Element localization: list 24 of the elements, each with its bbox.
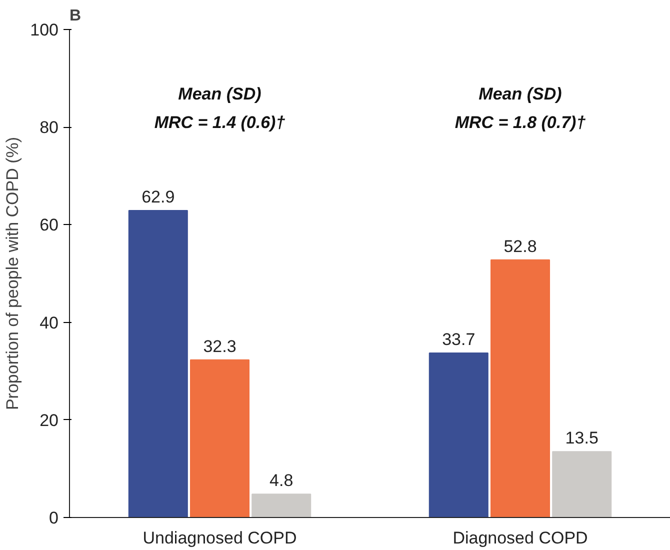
y-tick-label: 80 — [40, 118, 59, 138]
bar — [552, 451, 612, 518]
data-label: 62.9 — [142, 188, 175, 207]
bar — [190, 359, 250, 518]
chart-title: B — [70, 8, 82, 24]
y-tick-label: 60 — [40, 216, 59, 235]
bar — [490, 259, 550, 518]
y-tick-label: 100 — [30, 20, 59, 40]
annotation: Mean (SD) MRC = 1.8 (0.7)† — [454, 84, 586, 132]
y-axis-title: Proportion of people with COPD (%) — [3, 136, 22, 410]
y-tick-label: 0 — [49, 508, 59, 528]
data-label: 52.8 — [504, 236, 537, 256]
data-label: 32.3 — [203, 336, 236, 356]
y-tick-label: 20 — [40, 410, 59, 430]
y-tick-label: 40 — [40, 313, 59, 332]
bar — [128, 210, 188, 518]
data-label: 4.8 — [270, 471, 294, 490]
data-label: 33.7 — [442, 330, 476, 350]
bar — [252, 494, 312, 518]
x-tick-label: Diagnosed COPD — [452, 528, 588, 548]
x-tick-label: Undiagnosed COPD — [142, 528, 297, 548]
annotation: Mean (SD) MRC = 1.4 (0.6)† — [154, 84, 286, 132]
data-label: 13.5 — [565, 428, 598, 448]
bar — [428, 352, 488, 518]
